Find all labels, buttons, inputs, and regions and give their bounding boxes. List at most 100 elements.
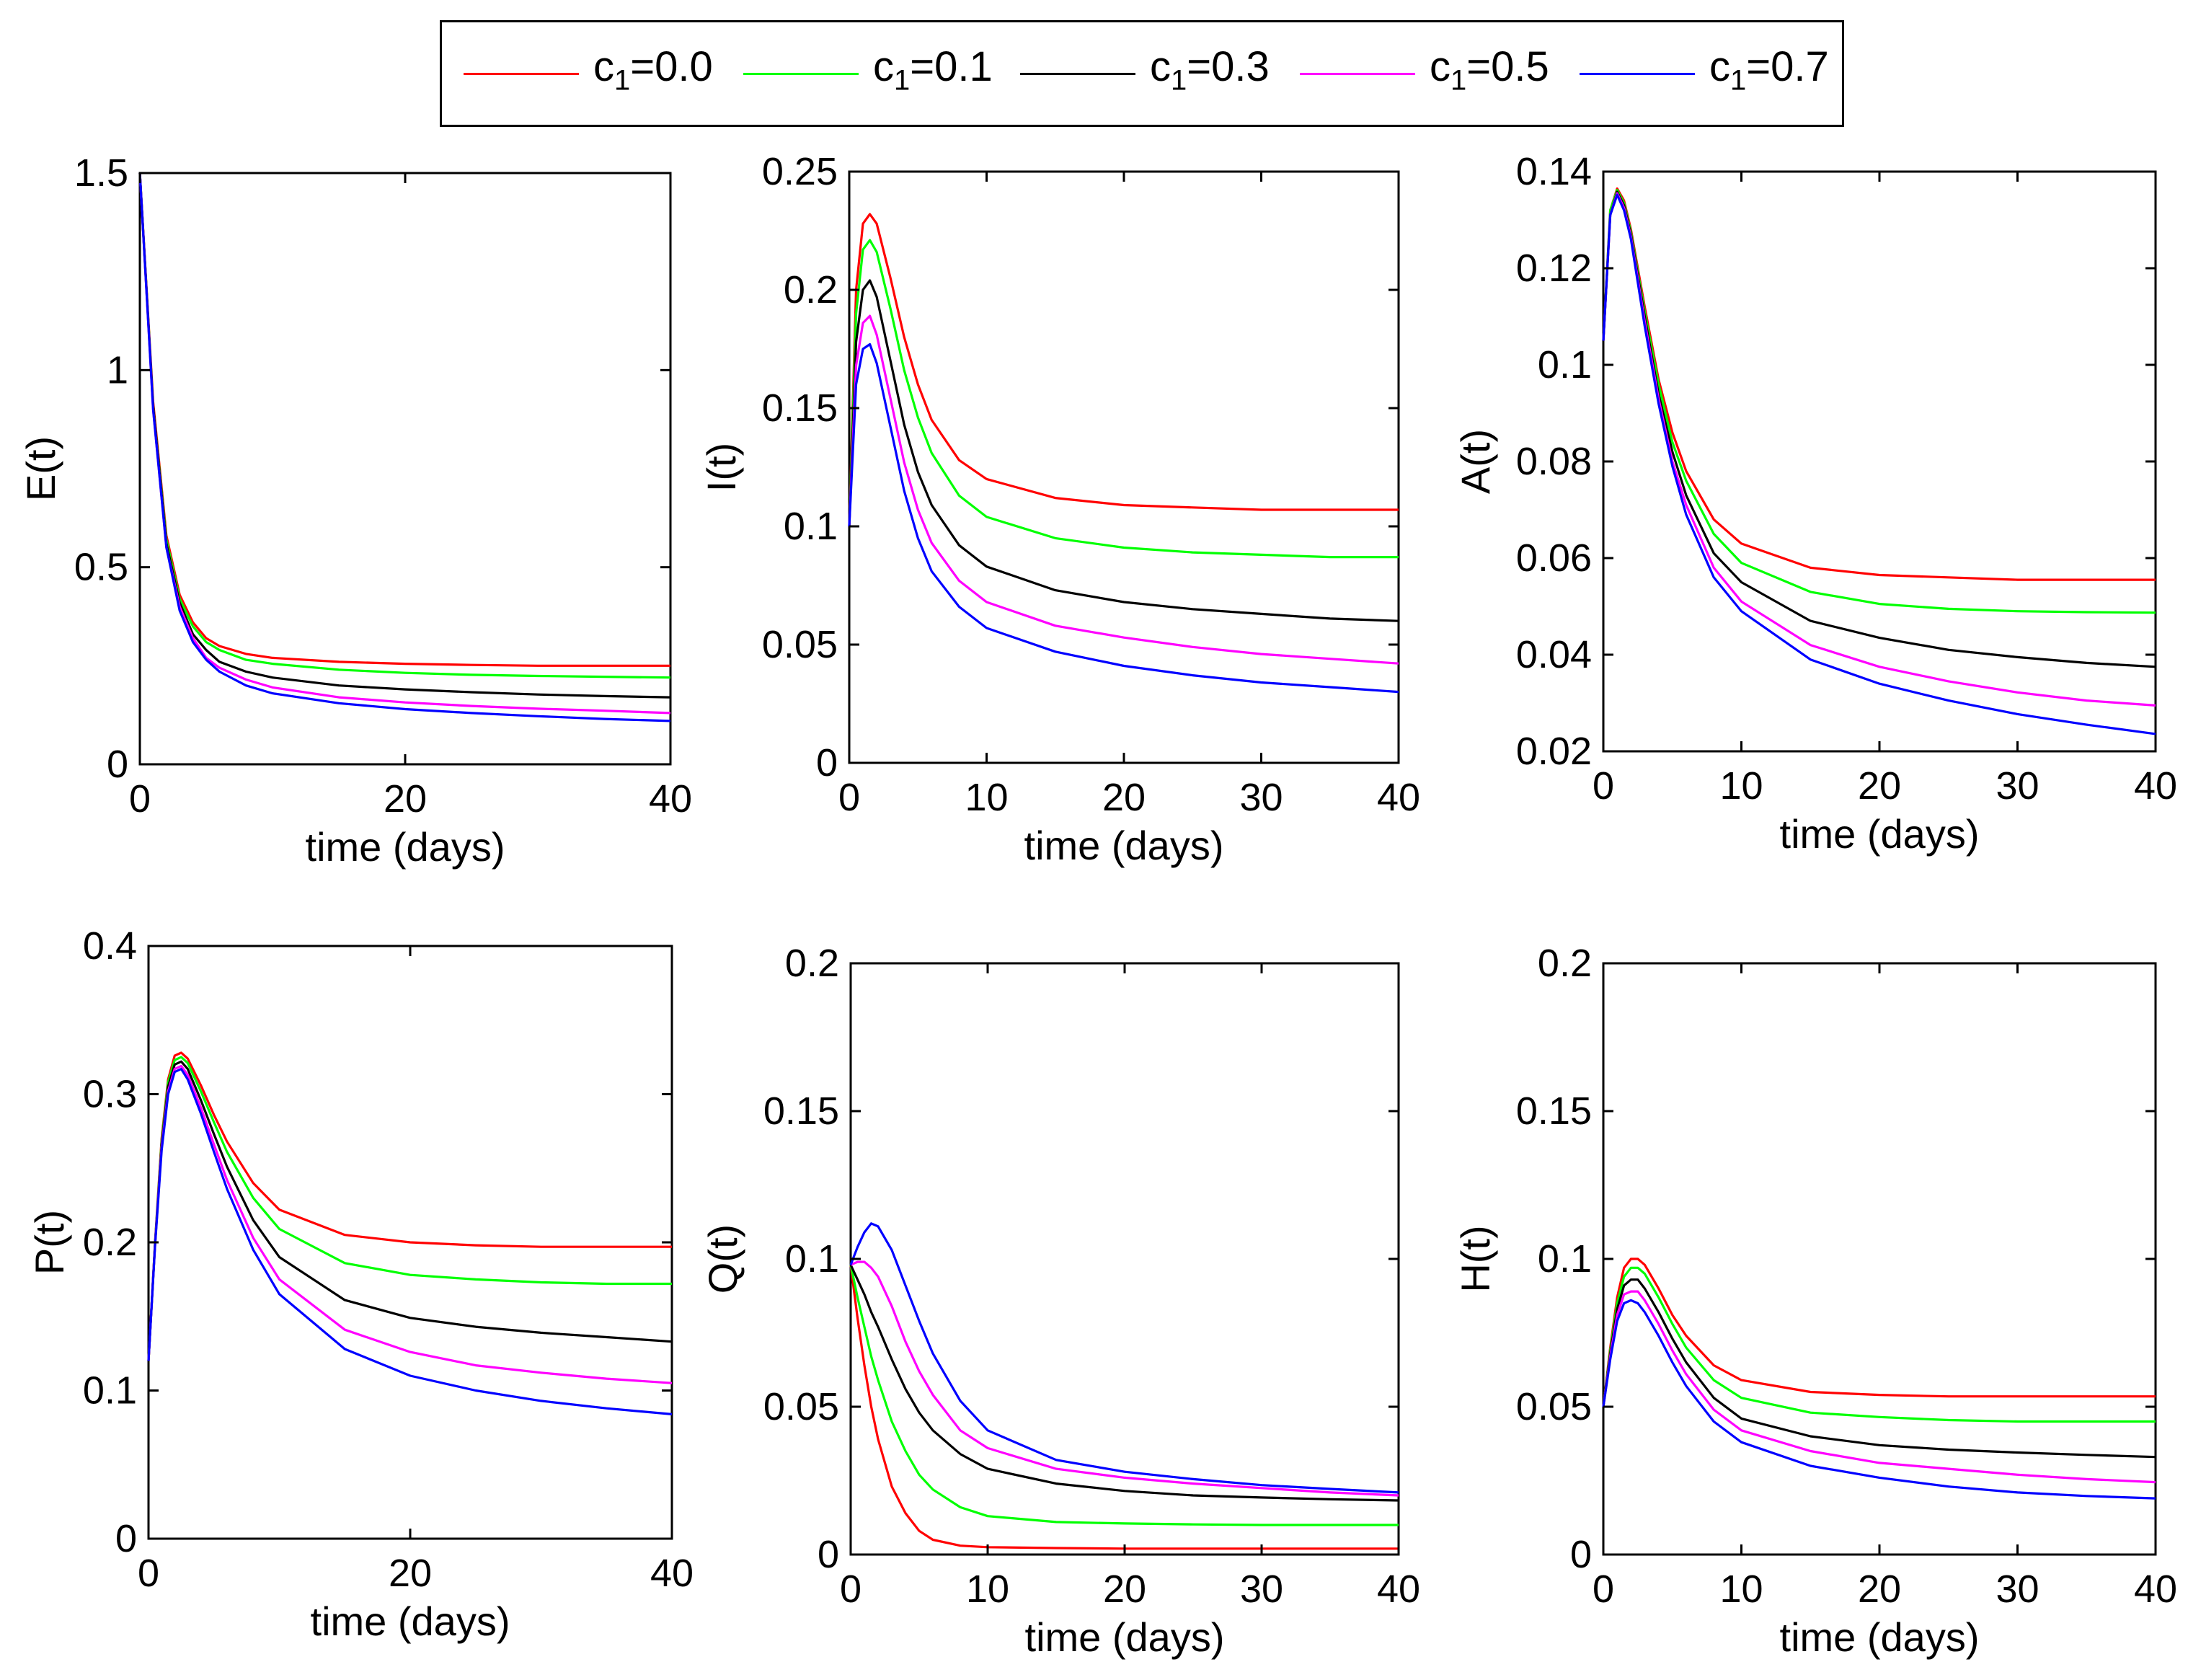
- x-tick-label: 30: [1239, 776, 1283, 819]
- legend-label-sub: 1: [1171, 64, 1187, 97]
- legend-label-main: c: [1150, 43, 1171, 90]
- y-tick-label: 0.2: [83, 1221, 137, 1264]
- x-tick-label: 10: [966, 1568, 1009, 1611]
- y-tick-label: 0.1: [1538, 1237, 1592, 1281]
- series-line-4: [1602, 1299, 2156, 1500]
- legend-swatch: [1020, 73, 1135, 75]
- y-tick-label: 0.14: [1516, 150, 1592, 193]
- x-tick-label: 0: [840, 1568, 862, 1611]
- chart-it: 0 10 20 30 40 0 0.05 0.1 0.15 0.2 0.25 time (days) I…: [699, 150, 1420, 868]
- x-tick-label: 20: [1858, 1568, 1901, 1611]
- y-tick-label: 0.1: [1538, 343, 1592, 386]
- x-tick-label: 20: [1103, 1568, 1146, 1611]
- y-axis-label: I(t): [699, 443, 744, 492]
- series-line-3: [1602, 192, 2156, 707]
- plot-area: [848, 170, 1400, 764]
- series-line-0: [848, 213, 1399, 527]
- x-axis-label: time (days): [1024, 823, 1224, 868]
- y-tick-label: 0.15: [763, 1089, 839, 1133]
- series-line-3: [1602, 1290, 2156, 1484]
- x-tick-label: 40: [650, 1552, 694, 1595]
- series-line-0: [138, 172, 670, 667]
- chart-et: 0 20 40 0 0.5 1 1.5 time (days) E(t): [18, 151, 692, 870]
- legend-label: c1=0.3: [1150, 43, 1270, 97]
- x-axis-label: time (days): [1025, 1614, 1225, 1660]
- y-tick-label: 0.5: [74, 546, 128, 589]
- x-tick-label: 20: [389, 1552, 432, 1595]
- plot-area: [1602, 962, 2157, 1556]
- series-line-1: [1602, 1266, 2156, 1423]
- series-line-3: [850, 1260, 1399, 1497]
- series-line-4: [1602, 193, 2156, 735]
- series-line-2: [848, 279, 1399, 622]
- x-tick-label: 40: [2134, 1568, 2177, 1611]
- y-tick-label: 0.1: [784, 505, 838, 548]
- y-tick-label: 0.1: [785, 1237, 839, 1281]
- y-tick-label: 0: [818, 1533, 839, 1576]
- y-tick-label: 0.05: [1516, 1385, 1592, 1428]
- x-tick-label: 40: [2134, 764, 2177, 808]
- y-tick-label: 1.5: [74, 151, 128, 195]
- series-line-0: [147, 1051, 672, 1361]
- chart-pt: 0 20 40 0 0.1 0.2 0.3 0.4 time (days) P(t): [27, 924, 694, 1644]
- series-line-0: [1602, 1257, 2156, 1407]
- x-tick-label: 30: [1996, 1568, 2039, 1611]
- legend-swatch: [464, 73, 579, 75]
- y-tick-label: 0.04: [1516, 633, 1592, 676]
- x-tick-label: 20: [1858, 764, 1901, 808]
- legend-label-sub: 1: [894, 64, 911, 97]
- y-axis-label: A(t): [1453, 429, 1498, 494]
- y-axis-label: P(t): [27, 1210, 72, 1275]
- x-tick-label: 10: [965, 776, 1008, 819]
- series-line-1: [849, 1264, 1399, 1526]
- y-tick-label: 0.2: [1538, 942, 1592, 985]
- legend-label-sub: 1: [1450, 64, 1467, 97]
- legend-swatch: [743, 73, 859, 75]
- series-line-3: [848, 314, 1399, 665]
- legend-swatch: [1300, 73, 1415, 75]
- legend-label-main: c: [1430, 43, 1450, 90]
- y-tick-label: 0.05: [762, 623, 838, 666]
- x-tick-label: 0: [1593, 764, 1614, 808]
- legend-label-suffix: =0.1: [910, 43, 993, 90]
- legend-label-main: c: [873, 43, 894, 90]
- y-tick-label: 0.1: [83, 1369, 137, 1412]
- x-tick-label: 40: [1377, 1568, 1420, 1611]
- y-axis-label: Q(t): [700, 1224, 745, 1294]
- chart-qt: 0 10 20 30 40 0 0.05 0.1 0.15 0.2 time (days) Q(t): [700, 942, 1420, 1660]
- y-tick-label: 0: [1570, 1533, 1592, 1576]
- legend-label-sub: 1: [1730, 64, 1747, 97]
- legend-label: c1=0.5: [1430, 43, 1549, 97]
- chart-ht: 0 10 20 30 40 0 0.05 0.1 0.15 0.2 time (days) H(t): [1453, 942, 2177, 1660]
- x-tick-label: 30: [1996, 764, 2039, 808]
- y-tick-label: 0.06: [1516, 536, 1592, 580]
- y-tick-label: 0.25: [762, 150, 838, 193]
- x-axis-label: time (days): [1780, 1614, 1980, 1660]
- x-axis-label: time (days): [1780, 811, 1980, 857]
- x-tick-label: 0: [1593, 1568, 1614, 1611]
- series-line-0: [849, 1264, 1399, 1550]
- x-tick-label: 10: [1719, 1568, 1763, 1611]
- series-line-2: [1602, 1278, 2156, 1459]
- legend-label: c1=0.1: [873, 43, 993, 97]
- y-tick-label: 0.3: [83, 1073, 137, 1116]
- x-tick-label: 20: [384, 777, 427, 821]
- x-axis-label: time (days): [306, 824, 505, 870]
- series-line-0: [1602, 187, 2156, 581]
- legend-label-main: c: [1709, 43, 1730, 90]
- x-tick-label: 10: [1719, 764, 1763, 808]
- series-line-1: [1602, 188, 2156, 614]
- x-tick-label: 20: [1102, 776, 1146, 819]
- y-tick-label: 0.12: [1516, 247, 1592, 290]
- x-tick-label: 40: [649, 777, 692, 821]
- series-line-4: [849, 1222, 1399, 1494]
- legend: c1=0.0 c1=0.1 c1=0.3 c1=0.5 c1=0.7: [440, 20, 1844, 127]
- x-tick-label: 0: [838, 776, 860, 819]
- series-line-2: [147, 1060, 673, 1361]
- y-tick-label: 0.08: [1516, 440, 1592, 483]
- legend-label-suffix: =0.0: [630, 43, 713, 90]
- series-line-4: [848, 342, 1399, 694]
- legend-label: c1=0.7: [1709, 43, 1829, 97]
- legend-label: c1=0.0: [593, 43, 713, 97]
